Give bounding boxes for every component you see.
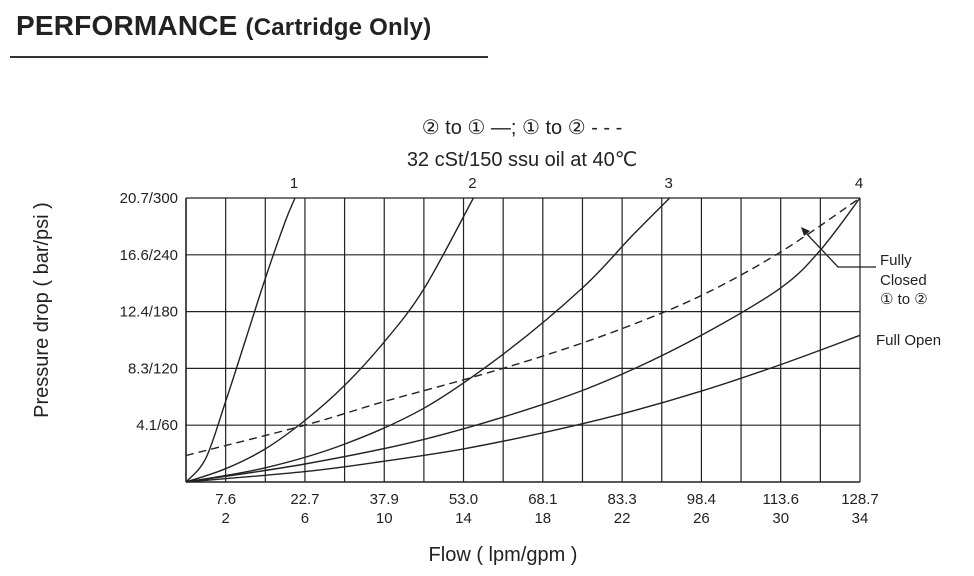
legend-line-2: 32 cSt/150 ssu oil at 40℃ (407, 149, 637, 171)
x-tick-label-lpm: 7.6 (215, 491, 236, 508)
x-tick-label-gpm: 30 (772, 510, 789, 527)
x-tick-label-gpm: 2 (221, 510, 229, 527)
chart-curves (185, 197, 861, 483)
x-tick-label-lpm: 22.7 (290, 491, 319, 508)
series-line-4 (185, 197, 861, 483)
series-line-full-open (185, 334, 861, 483)
legend-line-1: ② to ① —; ① to ② - - - (422, 117, 623, 139)
title-underline (10, 56, 488, 58)
x-tick-label-lpm: 83.3 (608, 491, 637, 508)
y-tick-label: 12.4/180 (120, 304, 178, 321)
chart-axes (185, 198, 860, 483)
fully-closed-label-line-1: Fully (880, 252, 912, 269)
x-tick-label-gpm: 26 (693, 510, 710, 527)
y-axis-title: Pressure drop ( bar/psi ) (31, 202, 53, 418)
x-tick-label-gpm: 34 (852, 510, 869, 527)
x-axis-title: Flow ( lpm/gpm ) (429, 544, 578, 566)
x-tick-label-gpm: 18 (534, 510, 551, 527)
series-line-1 (185, 197, 296, 483)
y-tick-label: 8.3/120 (128, 360, 178, 377)
fully-closed-label-line-3: ① to ② (880, 291, 928, 308)
full-open-label: Full Open (876, 332, 941, 349)
x-tick-label-lpm: 68.1 (528, 491, 557, 508)
series-end-label: 1 (290, 175, 298, 192)
fully-closed-label-line-2: Closed (880, 272, 927, 289)
fully-closed-leader-line (804, 231, 876, 268)
series-end-label: 2 (468, 175, 476, 192)
series-end-label: 3 (665, 175, 673, 192)
series-line-3 (185, 197, 671, 483)
section-title-main: PERFORMANCE (16, 10, 238, 41)
x-tick-label-gpm: 10 (376, 510, 393, 527)
x-tick-label-lpm: 98.4 (687, 491, 716, 508)
y-tick-label: 16.6/240 (120, 247, 178, 264)
series-line-2 (185, 197, 475, 483)
fully-closed-arrowhead (801, 227, 810, 236)
section-title: PERFORMANCE (Cartridge Only) (16, 10, 431, 42)
x-tick-label-gpm: 22 (614, 510, 631, 527)
section-title-subtitle: (Cartridge Only) (245, 14, 432, 41)
x-tick-label-lpm: 53.0 (449, 491, 478, 508)
x-tick-label-gpm: 6 (301, 510, 309, 527)
x-tick-label-lpm: 113.6 (762, 491, 798, 508)
x-tick-label-lpm: 37.9 (370, 491, 399, 508)
x-tick-label-gpm: 14 (455, 510, 472, 527)
series-line-fully-closed (185, 197, 861, 457)
y-tick-label: 4.1/60 (136, 417, 178, 434)
chart-labels: ② to ① —; ① to ② - - - 32 cSt/150 ssu oi… (31, 117, 941, 566)
chart-grid (186, 197, 861, 482)
y-tick-label: 20.7/300 (120, 190, 178, 207)
x-tick-label-lpm: 128.7 (841, 491, 879, 508)
series-end-label: 4 (855, 175, 863, 192)
